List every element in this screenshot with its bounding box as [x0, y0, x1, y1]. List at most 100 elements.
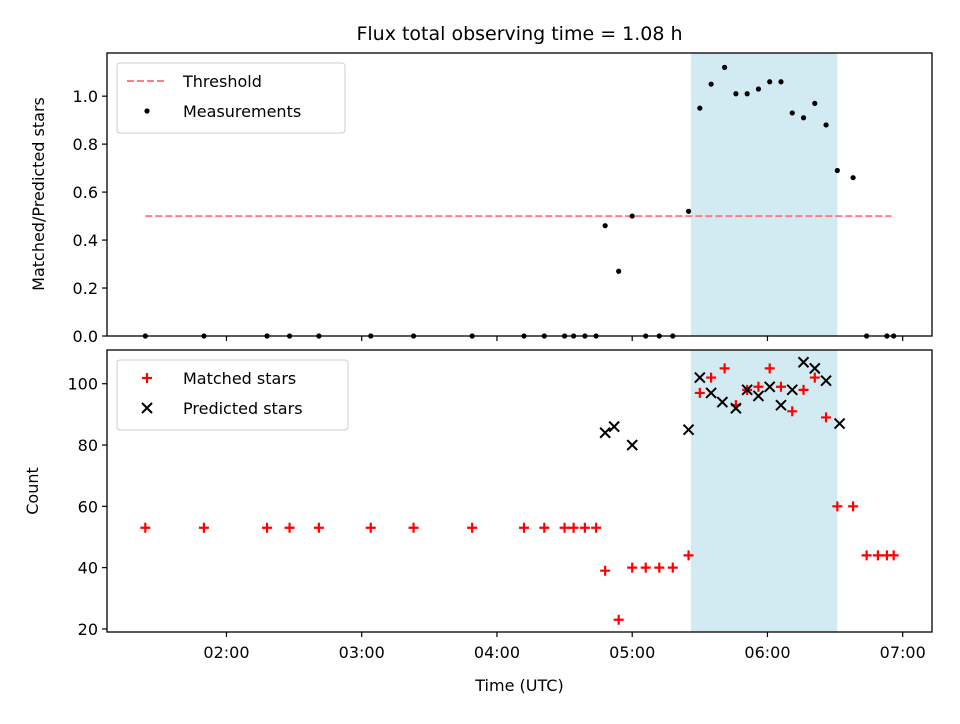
matched-star-point — [559, 522, 570, 533]
matched-star-point — [872, 550, 883, 561]
predicted-star-point — [608, 420, 620, 433]
matched-star-point — [613, 614, 624, 625]
x-tick-label: 02:00 — [203, 643, 249, 662]
matched-star-point — [706, 372, 717, 383]
y-tick-label: 0.0 — [73, 327, 98, 346]
predicted-star-point — [599, 427, 611, 439]
y-tick-label: 1.0 — [73, 87, 98, 106]
predicted-star-point — [730, 402, 742, 414]
matched-star-point — [683, 550, 694, 561]
measurement-point — [789, 110, 795, 116]
axes-frame — [106, 52, 933, 337]
matched-star-point — [519, 522, 530, 533]
predicted-star-point — [741, 384, 753, 396]
measurement-point — [744, 91, 750, 97]
legend-box — [116, 359, 349, 431]
measurement-point — [834, 167, 840, 174]
measurement-point — [800, 115, 807, 121]
matched-star-point — [467, 522, 478, 533]
matched-star-point — [600, 565, 611, 576]
measurement-point — [755, 86, 762, 92]
predicted-star-point — [809, 362, 821, 375]
matched-star-point — [408, 522, 419, 533]
matched-star-point — [832, 501, 843, 512]
matched-star-point — [313, 522, 324, 533]
matched-star-point — [539, 522, 550, 533]
measurement-point — [823, 122, 829, 128]
matched-star-point — [798, 384, 809, 395]
y-axis-label-bottom: Count — [23, 467, 42, 515]
y-tick-label: 0.8 — [73, 135, 98, 154]
x-tick-label: 06:00 — [744, 643, 790, 662]
matched-star-point — [262, 522, 273, 533]
matched-star-point — [719, 363, 730, 374]
x-tick-label: 07:00 — [880, 643, 926, 662]
y-axis-label-top: Matched/Predicted stars — [29, 97, 48, 291]
matched-star-point — [888, 550, 899, 561]
y-tick-label: 20 — [78, 620, 98, 639]
predicted-star-point — [626, 439, 638, 451]
measurement-point — [616, 268, 622, 274]
predicted-star-point — [786, 384, 798, 396]
matched-star-point — [861, 550, 872, 561]
measurement-point — [629, 213, 635, 219]
predicted-star-point — [682, 423, 695, 436]
predicted-star-point — [797, 356, 810, 368]
measurement-point — [812, 100, 818, 106]
axes-frame — [106, 349, 933, 633]
predicted-star-point — [833, 417, 846, 430]
predicted-star-point — [705, 387, 717, 399]
y-tick-label: 0.4 — [73, 231, 98, 250]
predicted-star-point — [716, 396, 729, 408]
matched-star-point — [284, 522, 295, 533]
x-axis-label: Time (UTC) — [474, 676, 563, 695]
y-tick-label: 60 — [78, 497, 98, 516]
measurement-point — [685, 208, 692, 214]
matched-star-point — [775, 381, 786, 392]
panel-0: 0.0 0.2 0.4 0.6 0.8 1.0 Threshold Measurements — [73, 52, 933, 346]
matched-star-point — [654, 562, 665, 573]
chart-title: Flux total observing time = 1.08 h — [356, 23, 682, 45]
matched-star-point — [821, 412, 832, 423]
x-tick-label: 04:00 — [474, 643, 520, 662]
matched-star-point — [365, 522, 376, 533]
y-tick-label: 100 — [67, 375, 98, 394]
measurement-point — [602, 223, 608, 229]
measurement-point — [697, 105, 703, 111]
panel-1: 20 40 60 80 100 02:00 03:00 04:00 05:00 06:00 07:0… — [67, 349, 933, 662]
legend-label: Predicted stars — [183, 399, 303, 418]
matched-star-point — [787, 406, 798, 417]
legend-label: Matched stars — [183, 369, 296, 388]
y-tick-label: 0.6 — [73, 183, 98, 202]
matched-star-point — [568, 522, 579, 533]
matched-star-point — [627, 562, 638, 573]
legend-measurement-swatch — [144, 108, 150, 114]
x-tick-label: 03:00 — [339, 643, 385, 662]
predicted-star-point — [775, 399, 787, 411]
matched-star-point — [753, 381, 764, 392]
plot-layer: 0.0 0.2 0.4 0.6 0.8 1.0 Threshold Measurements 2… — [67, 52, 933, 662]
measurement-point — [850, 175, 856, 181]
measurement-point — [778, 79, 784, 85]
matched-star-point — [198, 522, 209, 533]
legend-label: Threshold — [182, 72, 262, 91]
y-tick-label: 80 — [78, 436, 98, 455]
matched-star-point — [579, 522, 590, 533]
matched-star-point — [640, 562, 651, 573]
predicted-star-point — [763, 381, 776, 393]
predicted-star-point — [694, 371, 706, 384]
matched-star-point — [848, 501, 859, 512]
legend-label: Measurements — [183, 102, 301, 121]
x-tick-label: 05:00 — [609, 643, 655, 662]
matched-star-point — [694, 387, 705, 398]
predicted-star-point — [752, 390, 765, 402]
matched-star-point — [764, 363, 775, 374]
y-tick-label: 40 — [78, 559, 98, 578]
matched-star-point — [140, 522, 151, 533]
predicted-star-point — [820, 374, 832, 387]
legend-matched-swatch — [142, 373, 152, 383]
measurement-point — [767, 79, 773, 85]
measurement-point — [733, 91, 739, 97]
